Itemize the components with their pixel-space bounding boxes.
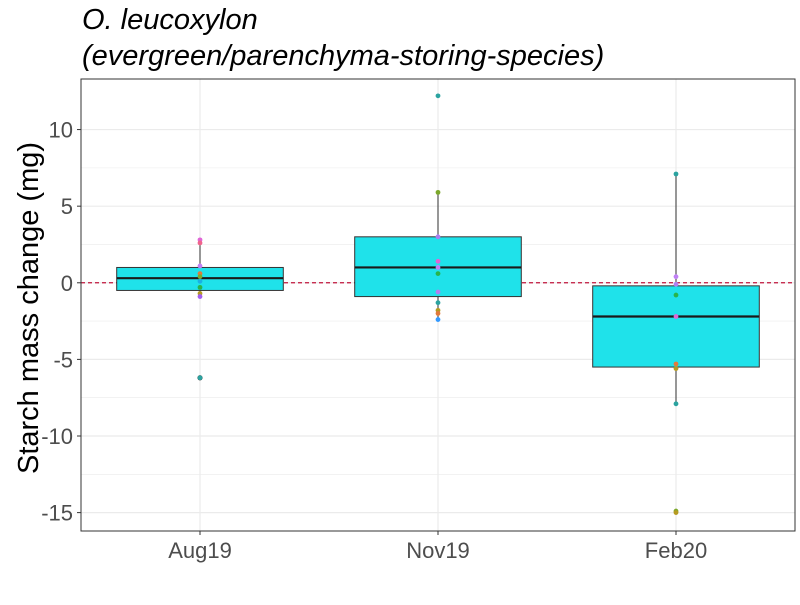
x-tick-label: Nov19 bbox=[406, 538, 470, 563]
data-point bbox=[673, 366, 679, 371]
data-point bbox=[673, 510, 679, 516]
data-point bbox=[435, 93, 441, 99]
data-point bbox=[673, 361, 679, 367]
data-point bbox=[197, 274, 203, 280]
data-point bbox=[435, 317, 441, 322]
y-tick-label: 5 bbox=[61, 194, 73, 219]
y-tick-label: -5 bbox=[53, 347, 73, 372]
chart-title-line-1: O. leucoxylon bbox=[82, 4, 258, 36]
data-point bbox=[673, 281, 679, 287]
data-point bbox=[435, 258, 441, 264]
data-point bbox=[435, 300, 441, 306]
data-point bbox=[197, 375, 203, 381]
data-point bbox=[673, 171, 679, 177]
y-tick-label: 0 bbox=[61, 271, 73, 296]
data-point bbox=[197, 294, 203, 299]
data-point bbox=[435, 311, 441, 316]
x-tick-label: Aug19 bbox=[168, 538, 232, 563]
data-point bbox=[435, 265, 441, 270]
y-axis-title: Starch mass change (mg) bbox=[13, 142, 45, 474]
data-point bbox=[435, 271, 441, 276]
data-point bbox=[197, 278, 203, 284]
x-tick-label: Feb20 bbox=[645, 538, 707, 563]
y-tick-label: 10 bbox=[49, 118, 73, 143]
data-point bbox=[673, 314, 679, 319]
data-point bbox=[197, 263, 203, 269]
data-point bbox=[673, 292, 679, 298]
data-point bbox=[435, 189, 441, 195]
data-point bbox=[673, 274, 679, 280]
y-tick-label: -10 bbox=[41, 424, 73, 449]
data-point bbox=[673, 401, 679, 407]
data-point bbox=[197, 284, 203, 290]
data-point bbox=[435, 234, 441, 240]
chart-title-line-2: (evergreen/parenchyma-storing-species) bbox=[82, 40, 604, 72]
data-point bbox=[197, 240, 203, 246]
data-point bbox=[435, 289, 441, 295]
box-iqr bbox=[592, 285, 760, 368]
box-feb20 bbox=[592, 173, 760, 404]
y-tick-label: -15 bbox=[41, 501, 73, 526]
